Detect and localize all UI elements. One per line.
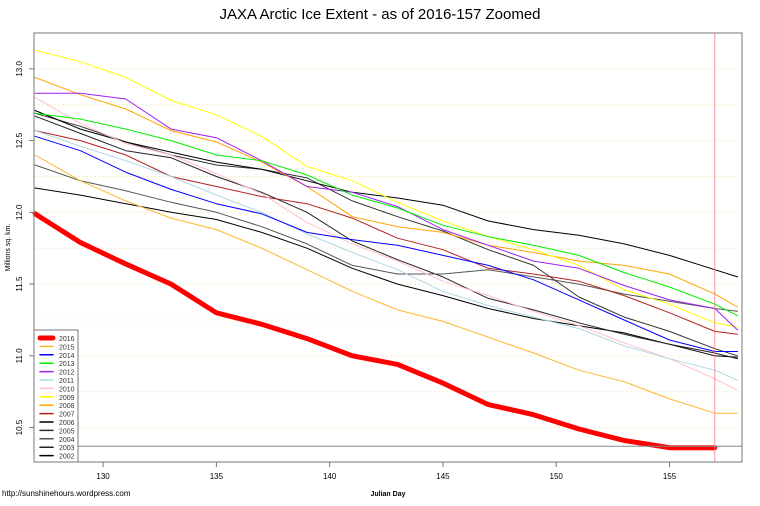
- legend-label-2005: 2005: [59, 428, 75, 435]
- legend-label-2015: 2015: [59, 344, 75, 351]
- series-line-2006: [34, 110, 738, 278]
- legend-label-2014: 2014: [59, 353, 75, 360]
- series-line-2008: [34, 77, 738, 308]
- legend-label-2013: 2013: [59, 361, 75, 368]
- legend-label-2007: 2007: [59, 412, 75, 419]
- y-axis-label: Millions sq. km.: [5, 224, 12, 272]
- series-line-2004: [34, 164, 738, 312]
- series-line-2005: [34, 112, 738, 357]
- series-line-2016: [32, 211, 718, 451]
- x-tick-label: 130: [96, 472, 110, 481]
- y-tick-label: 12.0: [15, 204, 24, 220]
- legend-label-2011: 2011: [59, 378, 74, 385]
- source-url: http://sunshinehours.wordpress.com: [2, 489, 131, 498]
- legend-label-2002: 2002: [59, 454, 75, 461]
- legend-label-2006: 2006: [59, 420, 75, 427]
- chart-title: JAXA Arctic Ice Extent - as of 2016-157 …: [219, 6, 541, 23]
- legend-label-2009: 2009: [59, 395, 75, 402]
- y-tick-label: 13.0: [15, 61, 24, 77]
- series-line-2009: [34, 49, 738, 328]
- series-line-2013: [34, 112, 738, 317]
- x-tick-label: 155: [663, 472, 677, 481]
- legend-box: [33, 329, 79, 463]
- y-tick-label: 11.5: [15, 276, 24, 292]
- series-line-2011: [34, 130, 738, 381]
- series-line-2012: [34, 92, 738, 331]
- legend-label-2012: 2012: [59, 370, 75, 377]
- y-tick-label: 12.5: [15, 132, 24, 148]
- x-axis-label: Julian Day: [370, 491, 405, 498]
- series-line-2014: [34, 135, 738, 352]
- legend-label-2003: 2003: [59, 445, 75, 452]
- y-tick-label: 11.0: [15, 348, 24, 364]
- series-line-2003: [34, 115, 738, 360]
- series-line-2002: [34, 187, 738, 358]
- series-line-2010: [34, 97, 738, 391]
- series-line-2015: [34, 154, 738, 414]
- legend-label-2008: 2008: [59, 403, 75, 410]
- x-tick-label: 140: [323, 472, 337, 481]
- legend-label-2010: 2010: [59, 386, 75, 393]
- legend-label-2004: 2004: [59, 437, 75, 444]
- y-tick-label: 10.5: [15, 419, 24, 435]
- x-tick-label: 135: [210, 472, 224, 481]
- x-tick-label: 150: [550, 472, 564, 481]
- x-tick-label: 145: [436, 472, 450, 481]
- series-line-2007: [34, 130, 738, 335]
- plot-frame: [33, 32, 743, 463]
- legend-label-2016: 2016: [59, 336, 75, 343]
